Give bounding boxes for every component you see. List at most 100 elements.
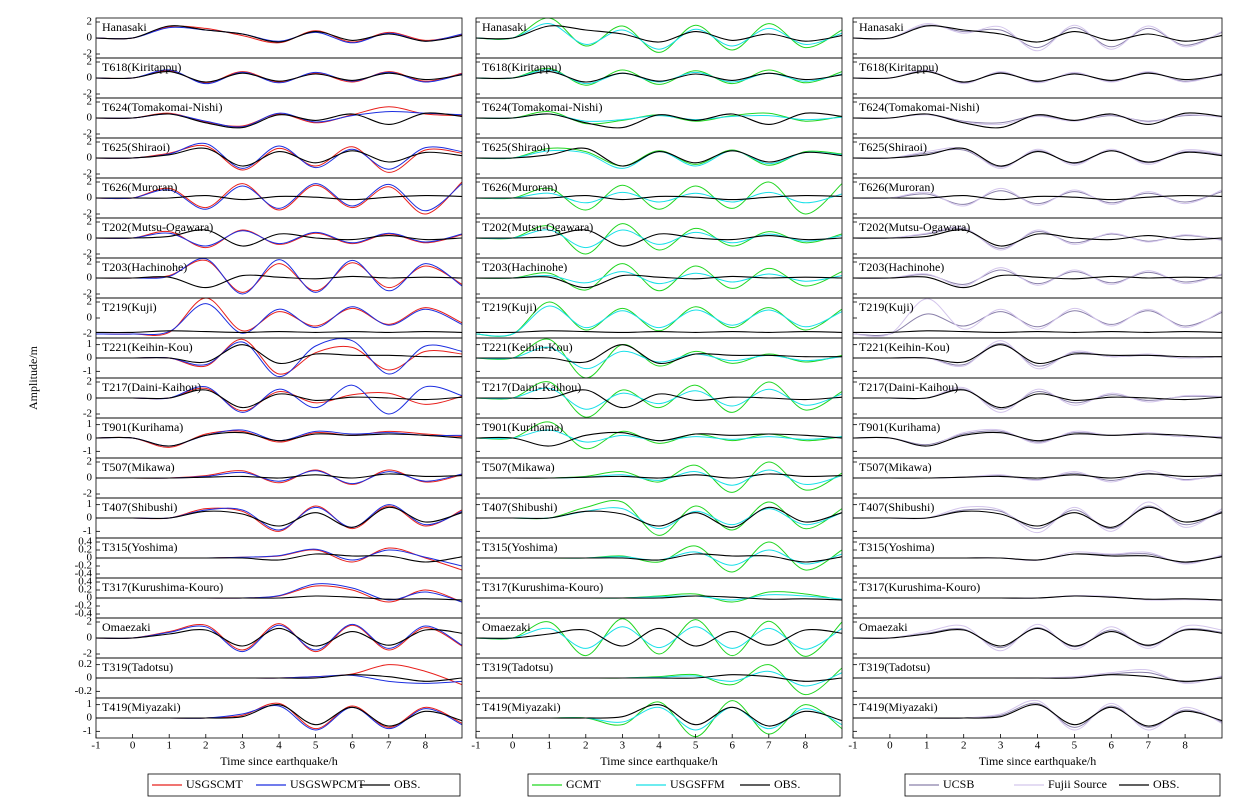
waveforms xyxy=(476,381,842,418)
waveforms xyxy=(476,618,842,657)
x-tick-label: 0 xyxy=(130,740,136,752)
legend-label: USGSWPCMT xyxy=(290,777,365,791)
observed-waveform xyxy=(96,25,462,43)
x-tick-label: 2 xyxy=(583,740,589,752)
station-label: T419(Miyazaki) xyxy=(102,700,181,714)
x-tick-label: 0 xyxy=(887,740,893,752)
legend-label: OBS. xyxy=(774,777,800,791)
station-label: T219(Kuji) xyxy=(482,300,537,314)
station-label: T317(Kurushima-Kouro) xyxy=(859,580,980,594)
waveforms xyxy=(853,340,1222,370)
model-waveform xyxy=(96,26,462,44)
model-waveform xyxy=(853,310,1222,336)
y-tick-label: 2 xyxy=(87,56,93,68)
waveforms xyxy=(476,18,842,53)
y-tick-label: 0 xyxy=(87,192,93,204)
legend-label: USGSFFM xyxy=(670,777,725,791)
waveforms xyxy=(476,541,842,573)
model-waveform xyxy=(476,191,842,204)
x-tick-label: 0 xyxy=(510,740,516,752)
waveforms xyxy=(476,338,842,378)
model-waveform xyxy=(476,147,842,167)
y-tick-label: -0.4 xyxy=(75,608,93,620)
observed-waveform xyxy=(853,25,1222,43)
x-tick-label: 7 xyxy=(386,740,392,752)
y-tick-label: -1 xyxy=(83,525,92,537)
legend-label: USGSCMT xyxy=(186,777,243,791)
y-tick-label: -2 xyxy=(83,488,92,500)
observed-waveform xyxy=(853,674,1222,682)
waveforms xyxy=(853,69,1222,85)
waveforms xyxy=(853,112,1222,129)
y-tick-label: 0.2 xyxy=(78,658,92,670)
model-waveform xyxy=(476,626,842,650)
waveforms xyxy=(96,583,462,603)
x-tick-label: 8 xyxy=(803,740,809,752)
station-label: Hanasaki xyxy=(102,20,147,34)
model-waveform xyxy=(96,303,462,336)
waveforms xyxy=(96,298,462,336)
station-label: T219(Kuji) xyxy=(102,300,157,314)
x-tick-label: 6 xyxy=(1109,740,1115,752)
y-tick-label: 2 xyxy=(87,16,93,28)
model-waveform xyxy=(476,18,842,53)
station-label: Omaezaki xyxy=(859,620,908,634)
waveforms xyxy=(853,386,1222,413)
waveforms xyxy=(853,187,1222,207)
x-tick-label: 7 xyxy=(1145,740,1151,752)
model-waveform xyxy=(853,146,1222,169)
y-tick-label: 0 xyxy=(87,112,93,124)
waveforms xyxy=(853,501,1222,534)
model-waveform xyxy=(853,267,1222,287)
model-waveform xyxy=(96,70,462,84)
waveforms xyxy=(96,25,462,44)
y-tick-label: -2 xyxy=(83,168,92,180)
y-tick-label: 0 xyxy=(87,632,93,644)
y-tick-label: 0 xyxy=(87,232,93,244)
model-waveform xyxy=(96,144,462,173)
y-tick-label: -0.2 xyxy=(75,560,92,572)
waveforms xyxy=(96,142,462,173)
waveforms xyxy=(96,384,462,415)
model-waveform xyxy=(853,269,1222,285)
x-tick-label: -1 xyxy=(848,740,857,752)
station-label: T626(Muroran) xyxy=(482,180,557,194)
x-tick-label: 8 xyxy=(423,740,429,752)
model-waveform xyxy=(476,618,842,657)
x-tick-label: 6 xyxy=(349,740,355,752)
station-label: T901(Kurihama) xyxy=(102,420,183,434)
waveforms xyxy=(853,428,1222,447)
waveforms xyxy=(853,551,1222,565)
waveforms xyxy=(476,67,842,86)
model-waveform xyxy=(96,25,462,44)
observed-waveform xyxy=(853,389,1222,409)
y-tick-label: 0 xyxy=(87,32,93,44)
waveforms xyxy=(853,23,1222,52)
y-tick-label: -2 xyxy=(83,328,92,340)
station-label: T202(Mutsu-Ogawara) xyxy=(102,220,213,234)
station-label: T317(Kurushima-Kouro) xyxy=(102,580,223,594)
observed-waveform xyxy=(96,431,462,447)
waveforms xyxy=(96,429,462,448)
observed-waveform xyxy=(96,595,462,601)
y-tick-label: 2 xyxy=(87,456,93,468)
station-label: T507(Mikawa) xyxy=(482,460,555,474)
y-tick-label: 2 xyxy=(87,96,93,108)
y-tick-label: -2 xyxy=(83,128,92,140)
waveforms xyxy=(853,699,1222,731)
model-waveform xyxy=(476,23,842,50)
station-label: T217(Daini-Kaihou) xyxy=(859,380,958,394)
waveforms xyxy=(96,106,462,129)
station-label: T618(Kiritappu) xyxy=(102,60,181,74)
observed-waveform xyxy=(853,147,1222,167)
waveforms xyxy=(96,229,462,249)
observed-waveform xyxy=(96,506,462,528)
observed-waveform xyxy=(96,229,462,247)
y-tick-label: -0.4 xyxy=(75,568,93,580)
observed-waveform xyxy=(96,627,462,647)
x-tick-label: 4 xyxy=(656,740,662,752)
observed-waveform xyxy=(476,431,842,447)
observed-waveform xyxy=(96,71,462,83)
y-tick-label: -2 xyxy=(83,88,92,100)
observed-waveform xyxy=(96,674,462,682)
